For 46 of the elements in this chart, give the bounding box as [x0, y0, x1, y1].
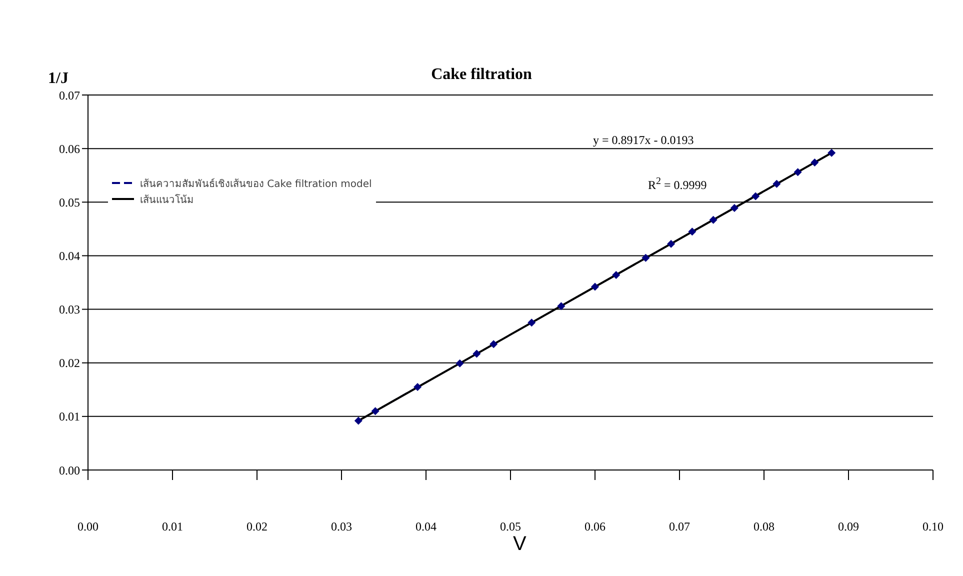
x-tick-label: 0.03 — [331, 520, 352, 534]
x-tick-label: 0.02 — [246, 520, 268, 534]
legend-label: เส้นความสัมพันธ์เชิงเส้นของ Cake filtration model — [140, 177, 372, 190]
x-tick-label: 0.09 — [838, 520, 859, 534]
y-tick-label: 0.04 — [59, 248, 80, 263]
y-tick-label: 0.06 — [59, 142, 80, 156]
y-tick-label: 0.03 — [59, 302, 80, 317]
x-tick-label: 0.06 — [584, 520, 606, 534]
point — [688, 228, 696, 236]
point — [828, 148, 836, 157]
point — [642, 254, 650, 262]
point — [456, 359, 464, 368]
x-tick-label: 0.00 — [78, 520, 98, 534]
legend-label: เส้นแนวโน้ม — [140, 193, 194, 206]
point — [557, 302, 566, 310]
point — [591, 282, 599, 291]
y-axis-title: 1/J — [48, 70, 68, 88]
y-tick-label: 0.05 — [59, 195, 80, 210]
point — [810, 158, 819, 166]
annotation: R$^{2}$ = 0.9999 — [648, 176, 707, 193]
x-axis-title: V — [513, 533, 526, 556]
point — [612, 271, 620, 279]
point — [752, 192, 760, 200]
point — [472, 350, 481, 358]
point — [371, 407, 380, 416]
point — [794, 168, 802, 176]
point — [354, 416, 362, 425]
point — [667, 240, 676, 248]
x-tick-label: 0.08 — [754, 520, 774, 534]
point — [730, 204, 738, 212]
x-tick-label: 0.10 — [922, 520, 944, 534]
x-tick-label: 0.05 — [500, 520, 521, 534]
point — [490, 340, 498, 348]
y-tick-label: 0.01 — [59, 410, 80, 424]
point — [414, 382, 422, 391]
y-tick-label: 0.07 — [59, 88, 80, 102]
x-tick-label: 0.07 — [669, 520, 690, 534]
annotation: y = 0.8917x - 0.0193 — [593, 133, 694, 148]
chart-title: Cake filtration — [431, 66, 532, 83]
y-tick-label: 0.02 — [59, 356, 80, 370]
point — [528, 318, 536, 327]
x-tick-label: 0.04 — [416, 520, 436, 534]
x-tick-label: 0.01 — [162, 520, 183, 534]
point — [772, 180, 781, 188]
y-tick-label: 0.00 — [59, 463, 80, 478]
point — [709, 216, 718, 224]
